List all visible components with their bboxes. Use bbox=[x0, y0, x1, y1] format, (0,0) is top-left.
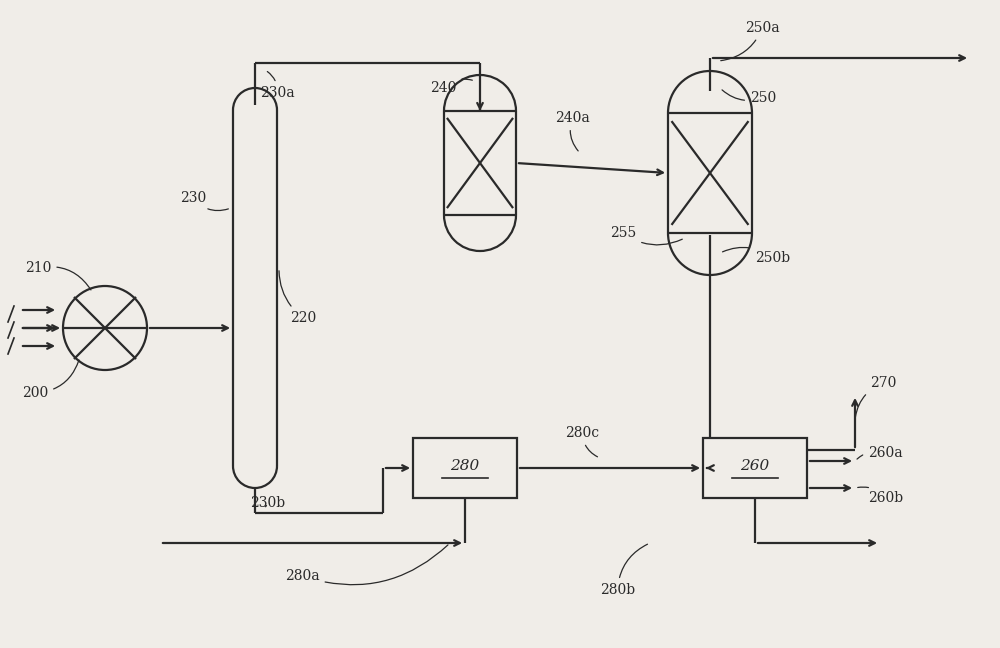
Text: 230: 230 bbox=[180, 191, 228, 211]
Text: 230b: 230b bbox=[250, 496, 285, 510]
Text: 280b: 280b bbox=[600, 544, 647, 597]
Bar bbox=[413, 438, 517, 498]
Text: 240: 240 bbox=[430, 79, 472, 95]
Text: 280c: 280c bbox=[565, 426, 599, 457]
Text: 210: 210 bbox=[25, 261, 91, 290]
Text: 270: 270 bbox=[855, 376, 896, 417]
Text: 255: 255 bbox=[610, 226, 682, 245]
Text: 230a: 230a bbox=[260, 71, 295, 100]
Text: 220: 220 bbox=[279, 271, 316, 325]
Text: 280a: 280a bbox=[285, 545, 448, 584]
Text: 240a: 240a bbox=[555, 111, 590, 151]
Text: 200: 200 bbox=[22, 360, 79, 400]
Text: 260: 260 bbox=[740, 459, 770, 473]
Bar bbox=[703, 438, 807, 498]
Text: 260b: 260b bbox=[858, 487, 903, 505]
Text: 250a: 250a bbox=[721, 21, 780, 61]
Text: 250b: 250b bbox=[723, 248, 790, 265]
Text: 280: 280 bbox=[450, 459, 480, 473]
Text: 250: 250 bbox=[722, 90, 776, 105]
Text: 260a: 260a bbox=[857, 446, 903, 460]
